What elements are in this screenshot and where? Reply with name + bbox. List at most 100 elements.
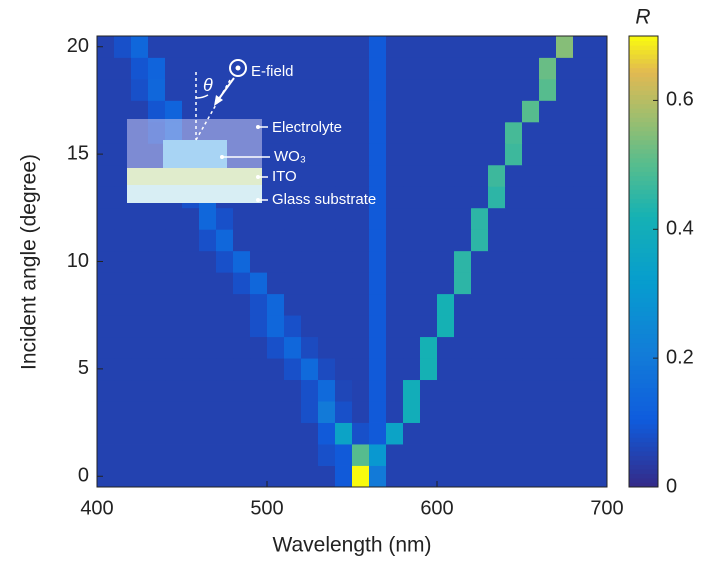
heatmap-cell xyxy=(114,422,132,445)
heatmap-cell xyxy=(148,100,166,123)
heatmap-cell xyxy=(352,379,370,402)
heatmap-cell xyxy=(420,186,438,209)
heatmap-cell xyxy=(318,78,336,101)
heatmap-cell xyxy=(352,121,370,144)
heatmap-cell xyxy=(97,250,115,273)
colorbar-swatch xyxy=(629,410,658,416)
heatmap-cell xyxy=(437,121,455,144)
heatmap-cell xyxy=(267,164,285,187)
heatmap-cell xyxy=(318,121,336,144)
heatmap-cell xyxy=(471,121,489,144)
heatmap-cell xyxy=(318,293,336,316)
heatmap-cell xyxy=(505,444,523,466)
heatmap-cell xyxy=(471,401,489,423)
heatmap-cell xyxy=(539,358,557,381)
colorbar-swatch xyxy=(629,144,658,150)
colorbar-swatch xyxy=(629,270,658,276)
heatmap-cell xyxy=(250,36,268,58)
heatmap-cell xyxy=(556,78,574,101)
heatmap-cell xyxy=(199,401,217,423)
colorbar-swatch xyxy=(629,482,658,488)
heatmap-cell xyxy=(471,358,489,381)
heatmap-cell xyxy=(488,444,506,466)
heatmap-cell xyxy=(488,57,506,80)
heatmap-cell xyxy=(352,143,370,166)
colorbar-swatch xyxy=(629,284,658,290)
heatmap-cell xyxy=(556,250,574,273)
heatmap-cell xyxy=(386,315,404,338)
colorbar-swatch xyxy=(629,252,658,258)
heatmap-cell xyxy=(403,250,421,273)
heatmap-cell xyxy=(165,250,183,273)
heatmap-cell xyxy=(301,422,319,445)
heatmap-cell xyxy=(522,444,540,466)
heatmap-cell xyxy=(590,293,608,316)
heatmap-cell xyxy=(437,444,455,466)
colorbar-swatch xyxy=(629,256,658,262)
heatmap-cell xyxy=(403,164,421,187)
colorbar-swatch xyxy=(629,40,658,46)
colorbar-frame xyxy=(628,35,659,488)
colorbar-swatch xyxy=(629,247,658,253)
heatmap-cell xyxy=(556,272,574,295)
heatmap-cell xyxy=(488,100,506,123)
heatmap-cell xyxy=(556,121,574,144)
heatmap-cell xyxy=(352,250,370,273)
heatmap-cell xyxy=(369,36,387,58)
heatmap-cell xyxy=(97,121,115,144)
heatmap-cell xyxy=(590,121,608,144)
heatmap-cell xyxy=(267,143,285,166)
heatmap-cell xyxy=(386,379,404,402)
colorbar-swatch xyxy=(629,103,658,109)
heatmap-cell xyxy=(369,336,387,359)
heatmap-cell xyxy=(403,401,421,423)
heatmap-cell xyxy=(386,164,404,187)
heatmap-cell xyxy=(216,207,234,230)
colorbar-swatch xyxy=(629,455,658,461)
heatmap-cell xyxy=(420,465,438,488)
colorbar-swatch xyxy=(629,347,658,353)
heatmap-cell xyxy=(165,272,183,295)
heatmap-cell xyxy=(369,444,387,466)
heatmap-cell xyxy=(471,465,489,488)
colorbar-swatch xyxy=(629,401,658,407)
heatmap-cell xyxy=(488,36,506,58)
heatmap-cell xyxy=(97,315,115,338)
heatmap-cell xyxy=(403,315,421,338)
y-tick-label: 20 xyxy=(67,35,89,57)
heatmap-cell xyxy=(573,444,591,466)
heatmap-cell xyxy=(199,100,217,123)
heatmap-cell xyxy=(216,401,234,423)
heatmap-cell xyxy=(488,401,506,423)
colorbar-swatch xyxy=(629,275,658,281)
heatmap-cell xyxy=(352,272,370,295)
heatmap-cell xyxy=(454,229,472,252)
heatmap-cell xyxy=(165,336,183,359)
heatmap-cell xyxy=(352,422,370,445)
heatmap-cell xyxy=(284,100,302,123)
heatmap-cell xyxy=(148,422,166,445)
heatmap-cell xyxy=(386,336,404,359)
colorbar-swatch xyxy=(629,238,658,244)
heatmap-cell xyxy=(301,379,319,402)
heatmap-cell xyxy=(250,422,268,445)
heatmap-cell xyxy=(505,143,523,166)
heatmap-cell xyxy=(403,36,421,58)
heatmap-cell xyxy=(420,422,438,445)
heatmap-cell xyxy=(505,358,523,381)
heatmap-cell xyxy=(267,100,285,123)
heatmap-cell xyxy=(335,250,353,273)
heatmap-cell xyxy=(335,164,353,187)
heatmap-cell xyxy=(352,100,370,123)
x-tick-label: 500 xyxy=(250,497,283,519)
heatmap-cell xyxy=(590,207,608,230)
heatmap-cell xyxy=(403,207,421,230)
heatmap-cell xyxy=(335,78,353,101)
heatmap-cell xyxy=(199,444,217,466)
heatmap-cell xyxy=(539,315,557,338)
heatmap-cell xyxy=(505,250,523,273)
colorbar-swatch xyxy=(629,126,658,132)
colorbar-swatch xyxy=(629,135,658,141)
heatmap-cell xyxy=(216,250,234,273)
heatmap-cell xyxy=(335,57,353,80)
